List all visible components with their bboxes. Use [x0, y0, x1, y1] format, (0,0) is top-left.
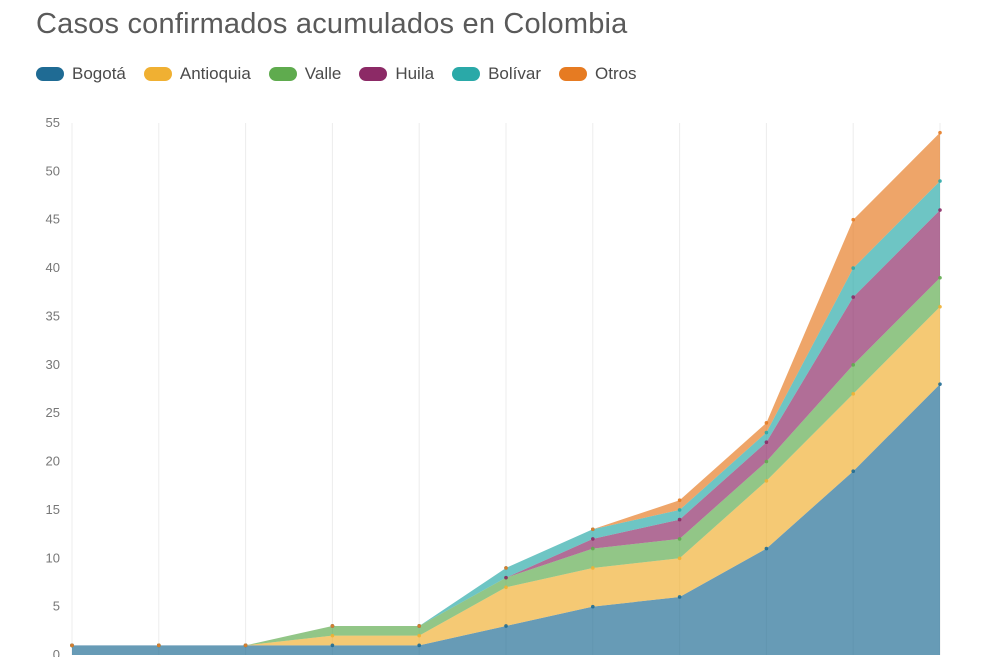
- data-point-5: [851, 217, 855, 222]
- y-tick-label: 10: [46, 550, 60, 565]
- legend-swatch: [559, 67, 587, 81]
- data-point-2: [851, 363, 855, 367]
- data-point-1: [677, 556, 682, 561]
- data-point-0: [591, 604, 595, 609]
- data-point-5: [70, 643, 74, 648]
- legend-label: Huila: [395, 64, 435, 83]
- y-tick-label: 25: [46, 405, 60, 420]
- data-point-1: [504, 585, 508, 590]
- legend-item-4[interactable]: Bolívar: [452, 64, 541, 84]
- data-point-4: [938, 179, 942, 183]
- data-point-0: [504, 624, 508, 628]
- legend-label: Valle: [304, 64, 342, 83]
- legend-swatch: [359, 67, 388, 81]
- data-point-0: [677, 595, 682, 599]
- y-tick-label: 55: [46, 115, 60, 130]
- legend-swatch: [268, 67, 297, 81]
- y-tick-label: 0: [53, 647, 60, 657]
- data-point-2: [764, 459, 769, 464]
- data-point-0: [417, 643, 422, 648]
- legend-item-1[interactable]: Antioquia: [143, 64, 251, 84]
- legend-item-0[interactable]: Bogotá: [36, 64, 126, 84]
- chart-legend: Bogotá Antioquia Valle Huila Bolívar Otros: [36, 64, 655, 84]
- data-point-5: [330, 624, 335, 628]
- data-point-4: [677, 508, 682, 512]
- data-point-0: [938, 382, 942, 386]
- y-tick-label: 15: [46, 502, 60, 517]
- y-tick-label: 45: [46, 212, 60, 227]
- data-point-1: [851, 392, 855, 396]
- legend-label: Antioquia: [179, 64, 251, 83]
- data-point-5: [157, 643, 161, 648]
- legend-item-2[interactable]: Valle: [268, 64, 342, 84]
- chart-title: Casos confirmados acumulados en Colombia: [36, 8, 628, 40]
- data-point-3: [938, 208, 942, 212]
- legend-item-3[interactable]: Huila: [359, 64, 434, 84]
- data-point-1: [764, 479, 769, 483]
- legend-label: Otros: [595, 64, 637, 83]
- legend-label: Bolívar: [488, 64, 541, 83]
- data-point-1: [938, 304, 942, 309]
- y-tick-label: 35: [46, 308, 60, 323]
- data-point-2: [938, 275, 942, 280]
- y-tick-label: 50: [46, 163, 60, 178]
- data-point-2: [591, 546, 595, 551]
- legend-label: Bogotá: [72, 64, 126, 83]
- data-point-5: [591, 527, 595, 532]
- y-tick-label: 40: [46, 260, 60, 275]
- data-point-0: [330, 643, 335, 648]
- data-point-3: [851, 295, 855, 299]
- data-point-1: [330, 633, 335, 638]
- data-point-0: [851, 469, 855, 474]
- data-point-5: [677, 498, 682, 503]
- data-point-4: [851, 266, 855, 270]
- data-point-2: [677, 537, 682, 541]
- data-point-5: [417, 624, 422, 628]
- data-point-5: [504, 566, 508, 570]
- area-0: [72, 384, 940, 655]
- data-point-3: [504, 575, 508, 580]
- legend-swatch: [36, 67, 64, 81]
- y-tick-label: 30: [46, 357, 60, 372]
- legend-swatch: [143, 67, 172, 81]
- data-point-3: [677, 517, 682, 522]
- data-point-5: [764, 421, 769, 425]
- data-point-0: [764, 546, 769, 551]
- data-point-3: [764, 440, 769, 445]
- data-point-3: [591, 537, 595, 541]
- y-tick-label: 20: [46, 454, 60, 469]
- data-point-4: [764, 430, 769, 435]
- legend-item-5[interactable]: Otros: [559, 64, 637, 84]
- y-tick-label: 5: [53, 599, 60, 614]
- data-point-5: [243, 643, 248, 648]
- area-1: [72, 306, 940, 646]
- data-point-5: [938, 130, 942, 135]
- data-point-1: [591, 566, 595, 570]
- data-point-1: [417, 633, 422, 638]
- legend-swatch: [452, 67, 481, 81]
